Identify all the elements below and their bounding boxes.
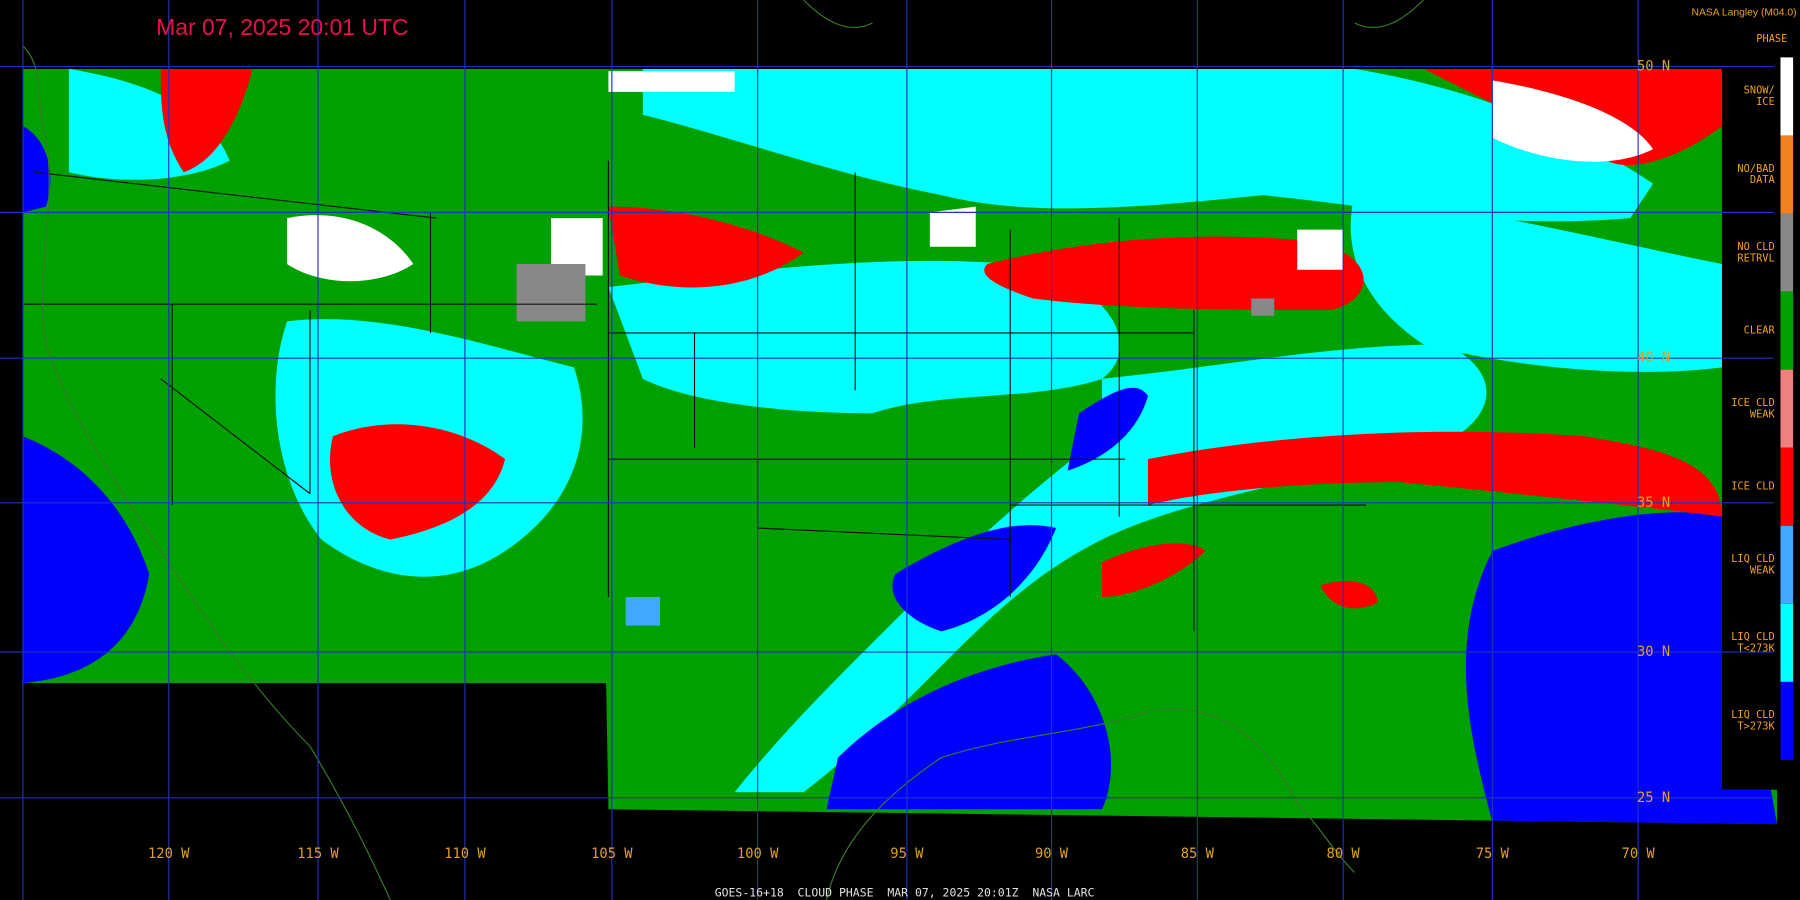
legend-swatch [1780, 135, 1794, 214]
longitude-label: 90 W [1035, 846, 1069, 862]
legend-swatch [1780, 291, 1794, 370]
latitude-label: 25 N [1637, 790, 1670, 806]
legend-swatch [1780, 213, 1794, 292]
longitude-label: 75 W [1476, 846, 1510, 862]
legend-label: LIQ CLD [1731, 553, 1775, 565]
legend-label: NO/BAD [1737, 163, 1774, 175]
legend-swatch [1780, 369, 1794, 448]
legend-label: LIQ CLD [1731, 709, 1775, 721]
longitude-label: 110 W [444, 846, 486, 862]
legend-title: PHASE [1756, 33, 1787, 45]
credit: NASA Langley (M04.0) [1691, 7, 1796, 18]
latitude-label: 50 N [1637, 59, 1670, 75]
legend-label: WEAK [1750, 408, 1776, 420]
map-title: Mar 07, 2025 20:01 UTC [156, 14, 408, 40]
legend-label: RETRVL [1737, 252, 1774, 264]
legend-label: T<273K [1737, 643, 1775, 655]
latitude-label: 40 N [1637, 350, 1670, 366]
legend-swatch [1780, 525, 1794, 604]
legend-label: ICE [1756, 96, 1775, 108]
legend-label: LIQ CLD [1731, 631, 1775, 643]
longitude-label: 100 W [737, 846, 779, 862]
legend-swatch [1780, 603, 1794, 682]
legend-label: ICE CLD [1731, 481, 1775, 493]
legend-label: NO CLD [1737, 241, 1774, 253]
footer-caption: GOES-16+18 CLOUD PHASE MAR 07, 2025 20:0… [715, 886, 1095, 900]
legend-label: T>273K [1737, 721, 1775, 733]
longitude-label: 80 W [1327, 846, 1361, 862]
coastlines [22, 0, 1424, 900]
longitude-label: 115 W [297, 846, 339, 862]
longitude-label: 85 W [1181, 846, 1215, 862]
longitude-label: 105 W [591, 846, 633, 862]
legend-swatch [1780, 57, 1794, 136]
longitude-label: 95 W [890, 846, 924, 862]
legend-label: ICE CLD [1731, 397, 1775, 409]
legend-swatch [1780, 681, 1794, 760]
longitude-label: 70 W [1622, 846, 1656, 862]
legend-label: CLEAR [1744, 325, 1776, 337]
legend-swatch [1780, 447, 1794, 526]
latitude-label: 35 N [1637, 495, 1670, 511]
legend-label: WEAK [1750, 565, 1776, 577]
legend-label: DATA [1750, 174, 1776, 186]
legend-label: SNOW/ [1744, 85, 1775, 97]
longitude-label: 120 W [148, 846, 190, 862]
latitude-label: 30 N [1637, 644, 1670, 660]
